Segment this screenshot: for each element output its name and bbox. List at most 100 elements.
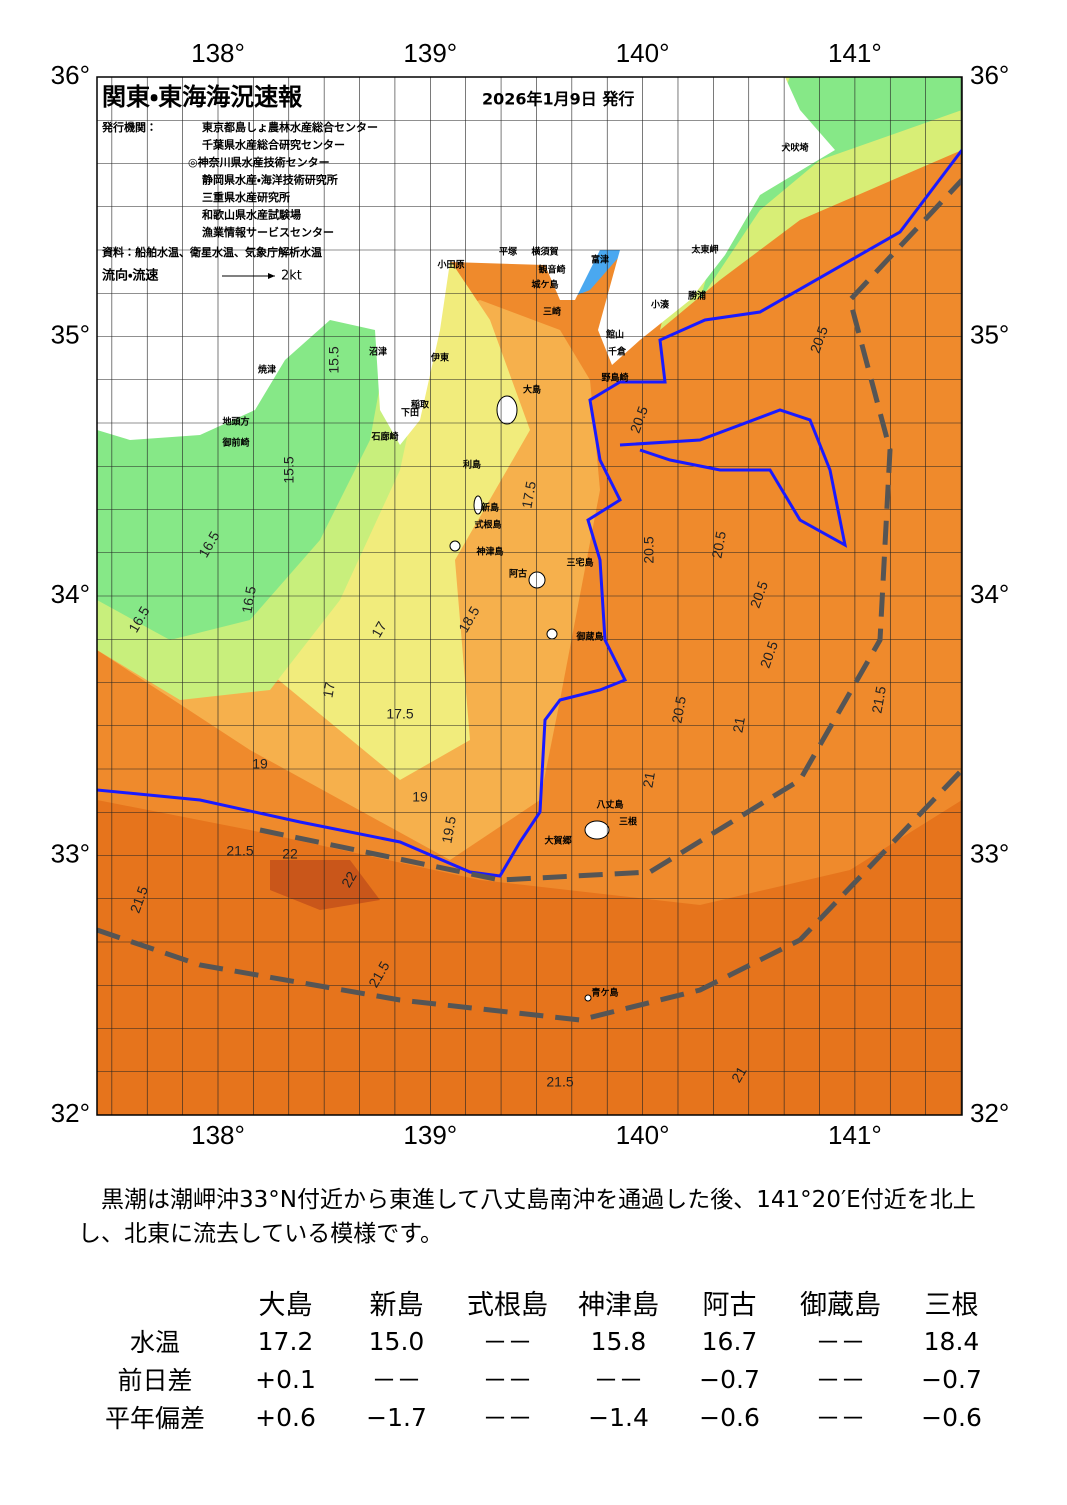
island [546,628,558,640]
place-name: 平塚 [499,246,518,258]
latitude-label: 36° [51,60,90,90]
island [496,395,518,425]
normal-position-line [259,178,962,883]
publisher: 漁業情報サービスセンター [202,225,334,239]
corner [80,1282,230,1322]
row-label: 平年偏差 [104,1404,205,1433]
land [97,77,835,445]
island [584,994,592,1002]
table-cell: 15.8 [590,1326,647,1356]
table-cell: +0.6 [255,1402,316,1432]
table-cell: −0.6 [921,1402,982,1432]
current-unit: 2kt [281,269,302,284]
contour-label: 20.5 [708,530,729,560]
table-header: 大島 新島 式根島 神津島 阿古 御蔵島 三根 [80,1282,1007,1322]
publisher: 千葉県水産総合研究センター [202,138,345,152]
place-name: 八丈島 [596,799,623,811]
contour-label: 21 [639,771,657,789]
publishers-label: 発行機関： [101,120,157,134]
place-name: 横須賀 [531,246,558,258]
table-cell: −1.7 [366,1402,427,1432]
current-legend: 流向・流速 [102,268,158,284]
cold-water [97,310,390,640]
contour-label: 21 [729,716,747,734]
map-title: 関東・東海海況速報 [102,83,303,111]
current-arrowhead [268,273,275,279]
table-cell: −0.6 [699,1402,760,1432]
place-name: 富津 [591,254,609,266]
place-name: 地頭方 [222,416,249,428]
column-header: 新島 [369,1289,424,1321]
latitude-label: 34° [970,579,1009,609]
contour-label: 19.5 [438,815,459,845]
publisher: 静岡県水産・海洋技術研究所 [202,173,338,187]
longitude-label: 139° [403,1120,457,1150]
longitude-label: 141° [828,38,882,68]
place-name: 犬吠埼 [780,142,808,154]
contour-label: 22 [282,846,298,862]
place-name: 御蔵島 [575,631,603,643]
column-header: 神津島 [578,1289,659,1321]
place-name: 野島崎 [601,372,628,384]
latitude-label: 33° [51,838,90,868]
table-cell: 15.0 [368,1326,425,1356]
contour-label: 19 [252,756,268,772]
table-row: 水温 17.2 15.0 －－ 15.8 16.7 －－ 18.4 [80,1322,1007,1360]
warm-core-water [270,860,380,910]
table-cell: －－ [815,1404,866,1433]
latitude-label: 32° [51,1098,90,1128]
contour-label: 21.5 [868,685,889,715]
table-cell: －－ [593,1366,644,1395]
table-cell: －－ [482,1404,533,1433]
place-name: 小田原 [436,259,464,271]
place-name: 小湊 [650,299,670,311]
place-name: 館山 [605,329,624,341]
sea-map: 関東・東海海況速報 2026年1月9日 発行 発行機関： 資料：船舶水温、衛星水… [51,38,1010,1150]
place-name: 青ケ島 [591,987,618,999]
kuroshio-axis [97,149,962,878]
contour-label: 17.5 [518,480,539,510]
place-name: 勝浦 [688,290,706,302]
column-header: 三根 [924,1289,979,1321]
island [584,820,610,840]
latitude-label: 32° [970,1098,1009,1128]
row-label: 水温 [129,1328,180,1357]
contour-label: 15.5 [281,456,297,483]
longitude-label: 138° [191,1120,245,1150]
publisher: 和歌山県水産試験場 [202,208,301,222]
table-cell: 18.4 [923,1326,980,1356]
latitude-label: 33° [970,838,1009,868]
place-name: 阿古 [509,568,527,580]
table-row: 平年偏差 +0.6 −1.7 －－ −1.4 −0.6 －－ −0.6 [80,1398,1007,1436]
observation-table: 大島 新島 式根島 神津島 阿古 御蔵島 三根 水温 17.2 15.0 －－ 15.8 16.7 －－… [80,1282,1007,1436]
place-name: 利島 [462,459,481,471]
longitude-label: 140° [616,1120,670,1150]
column-header: 式根島 [467,1289,548,1321]
contour-label: 21 [728,1063,750,1085]
place-name: 石廊崎 [370,431,398,443]
longitude-label: 139° [403,38,457,68]
place-name: 新島 [480,502,499,514]
place-name: 焼津 [258,364,276,376]
place-name: 観音崎 [538,264,565,276]
place-name: 城ケ島 [531,279,558,291]
contour-label: 17 [319,681,337,699]
sources: 資料：船舶水温、衛星水温、気象庁解析水温 [102,245,322,259]
contour-label: 21.5 [226,843,253,859]
table-cell: 16.7 [701,1326,758,1356]
latitude-label: 35° [51,319,90,349]
table-body: 水温 17.2 15.0 －－ 15.8 16.7 －－ 18.4 前日差 +0.1 －－ －－ －－ −… [80,1322,1007,1436]
place-name: 稲取 [411,399,430,411]
contour-label: 15.5 [326,346,342,373]
longitude-label: 141° [828,1120,882,1150]
place-name: 伊東 [430,352,449,364]
contour-label: 20.5 [668,695,689,725]
row-label: 前日差 [117,1366,193,1395]
kuroshio-eddy [619,408,848,548]
table-cell: －－ [371,1366,422,1395]
place-name: 千倉 [608,346,627,358]
contour-label: 22 [338,868,360,890]
column-header: 阿古 [702,1289,757,1321]
column-header: 御蔵島 [800,1289,881,1321]
